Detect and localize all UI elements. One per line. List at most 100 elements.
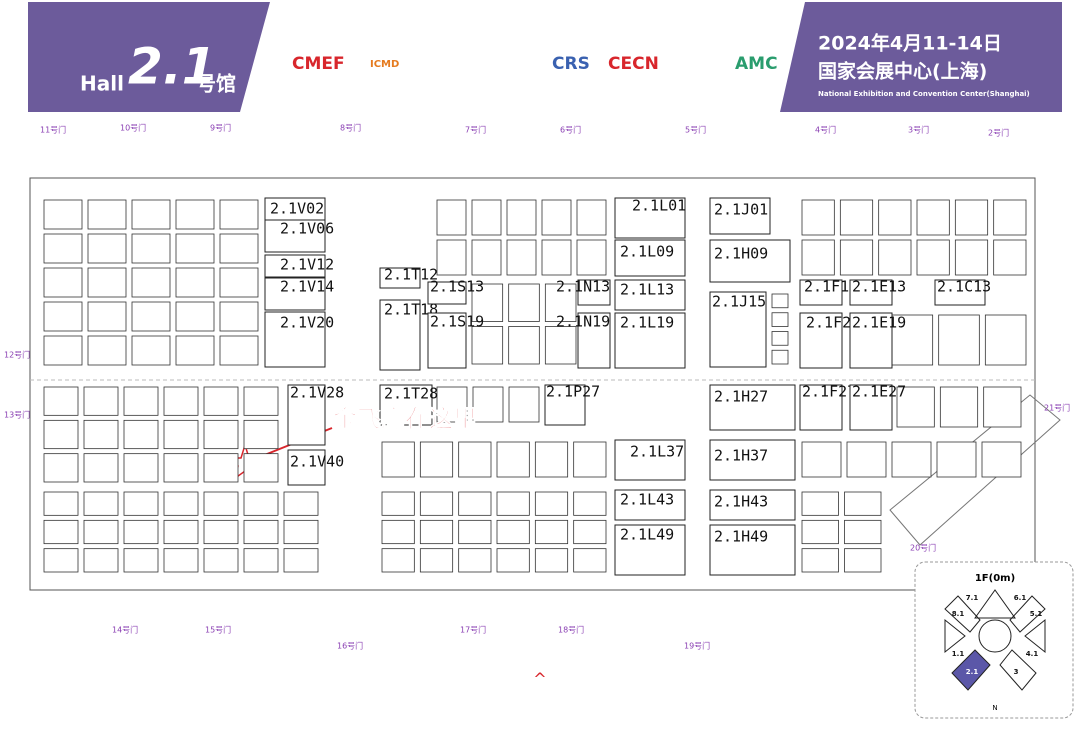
minimap-hall [944,618,966,654]
gate-label: 15号门 [205,625,231,635]
booth-label: 2.1N13 [556,278,610,296]
booth [709,197,771,235]
small-booth [83,453,119,483]
booth [709,291,767,368]
small-booth [891,314,934,366]
small-booth [381,548,415,573]
booth [614,524,686,576]
small-booth [419,519,454,545]
small-booth [83,491,119,516]
minimap-hall-label: 6.1 [1014,594,1027,602]
small-booth [203,386,239,416]
booth-label: 2.1E19 [852,314,906,332]
hall-number: 2.1 [128,38,217,96]
small-booth [954,199,989,236]
booth-label: 2.1N19 [556,313,610,331]
small-booth [43,453,79,483]
small-booth [839,239,874,276]
booth-label: 2.1F27 [802,383,856,401]
small-booth [844,548,882,573]
small-booth [43,519,79,545]
small-booth [801,199,835,236]
ramp [889,394,1061,546]
small-booth [283,491,319,516]
small-booth [83,519,119,545]
gate-label: 2号门 [988,128,1009,138]
small-booth [541,239,572,276]
small-booth [954,239,989,276]
gate-label: 6号门 [560,125,581,135]
gate-label: 12号门 [4,350,30,360]
booth-label: 2.1H37 [714,447,768,465]
small-booth [544,326,577,365]
small-booth [771,312,789,327]
booth-label: 2.1L13 [620,281,674,299]
small-booth [993,239,1027,276]
small-booth [131,199,171,230]
small-booth [243,419,279,450]
booth-label: 2.1H49 [714,528,768,546]
booth-label: 2.1V14 [280,278,334,296]
booth-label: 2.1T12 [384,266,438,284]
small-booth [916,239,950,276]
small-booth [496,441,530,478]
booth [287,384,326,446]
minimap-hall-label: 3 [1014,668,1019,676]
small-booth [801,441,842,478]
small-booth [984,314,1027,366]
booth [379,299,421,371]
booth-label: 2.1P27 [546,383,600,401]
minimap-hall [944,595,981,633]
small-booth [458,441,492,478]
small-booth [219,199,259,230]
small-booth [123,386,159,416]
small-booth [496,548,530,573]
small-booth [163,453,199,483]
gate-label: 13号门 [4,410,30,420]
small-booth [87,233,127,264]
small-booth [163,519,199,545]
booth-label: 2.1C13 [937,278,991,296]
sponsor-logo: CMEF [292,54,345,74]
small-booth [43,491,79,516]
gate-label: 9号门 [210,123,231,133]
hall-prefix: Hall [80,72,124,96]
booth-label: 2.1H27 [714,388,768,406]
small-booth [771,293,789,309]
date: 2024年4月11-14日 [818,32,1002,55]
booth-label: 2.1H43 [714,493,768,511]
small-booth [573,519,607,545]
booth [427,312,467,369]
booth-label: 2.1L49 [620,526,674,544]
small-booth [878,239,912,276]
booth [379,267,421,289]
small-booth [471,326,504,365]
small-booth [496,519,530,545]
small-booth [87,199,127,230]
gate-label: 4号门 [815,125,836,135]
small-booth [163,548,199,573]
small-booth [771,331,789,346]
small-booth [472,386,504,423]
booth [799,279,843,306]
small-booth [573,441,607,478]
booth-label: 2.1L01 [632,197,686,215]
sponsor-logo: AMC [735,54,778,74]
small-booth [175,233,215,264]
booth [709,439,796,481]
small-booth [534,491,569,516]
gate-label: 11号门 [40,125,66,135]
small-booth [175,267,215,298]
gate-label: 18号门 [558,625,584,635]
sponsor-logo: ICMD [370,59,399,70]
venue-cn: 国家会展中心(上海) [818,60,987,83]
sponsor-logo: CRS [552,54,590,74]
booth [287,449,326,486]
small-booth [534,548,569,573]
booth-label: 2.1L19 [620,314,674,332]
small-booth [131,301,171,332]
small-booth [983,386,1022,428]
small-booth [87,267,127,298]
left-banner [28,2,270,112]
